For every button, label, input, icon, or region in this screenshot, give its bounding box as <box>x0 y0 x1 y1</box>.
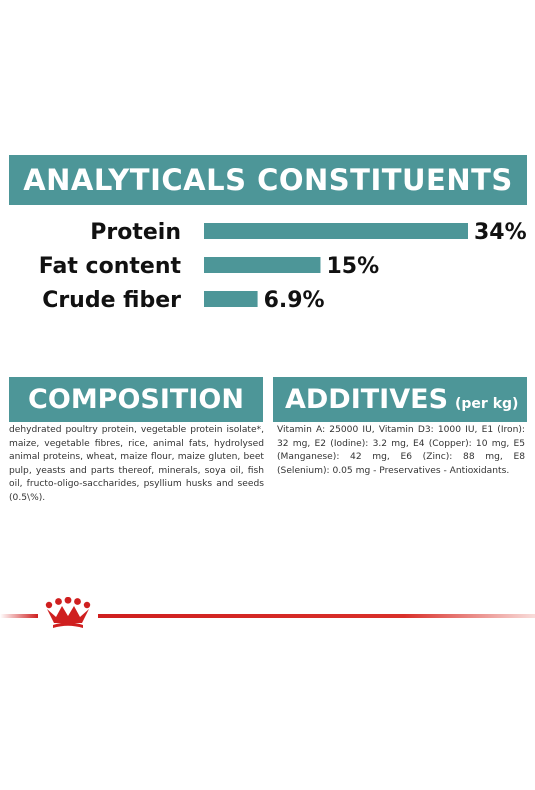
composition-banner: COMPOSITION <box>9 377 263 422</box>
additives-subtitle: (per kg) <box>455 395 519 412</box>
category-label-fat-content: Fat content <box>39 254 182 279</box>
footer-red-line-left <box>0 614 38 618</box>
additives-text: Vitamin A: 25000 IU, Vitamin D3: 1000 IU… <box>277 425 525 476</box>
bar-fat-content <box>204 257 321 273</box>
analytical-constituents-chart: Protein 34% Fat content 15% Crude fiber 6.9% <box>39 220 527 313</box>
royal-canin-crown-icon <box>45 597 91 628</box>
footer-red-line-right <box>98 614 535 618</box>
data-label-protein: 34% <box>474 220 527 245</box>
analytical-constituents-title: ANALYTICALS CONSTITUENTS <box>23 163 513 197</box>
category-label-protein: Protein <box>90 220 181 245</box>
bar-crude-fiber <box>204 291 258 307</box>
composition-text: dehydrated poultry protein, vegetable pr… <box>9 425 264 503</box>
data-label-fat-content: 15% <box>326 254 379 279</box>
data-label-crude-fiber: 6.9% <box>264 288 325 313</box>
bar-protein <box>204 223 468 239</box>
analytical-constituents-banner: ANALYTICALS CONSTITUENTS <box>9 155 527 205</box>
additives-title: ADDITIVES <box>285 384 449 415</box>
composition-title: COMPOSITION <box>28 384 244 415</box>
additives-banner: ADDITIVES (per kg) <box>273 377 527 422</box>
category-label-crude-fiber: Crude fiber <box>42 288 181 313</box>
